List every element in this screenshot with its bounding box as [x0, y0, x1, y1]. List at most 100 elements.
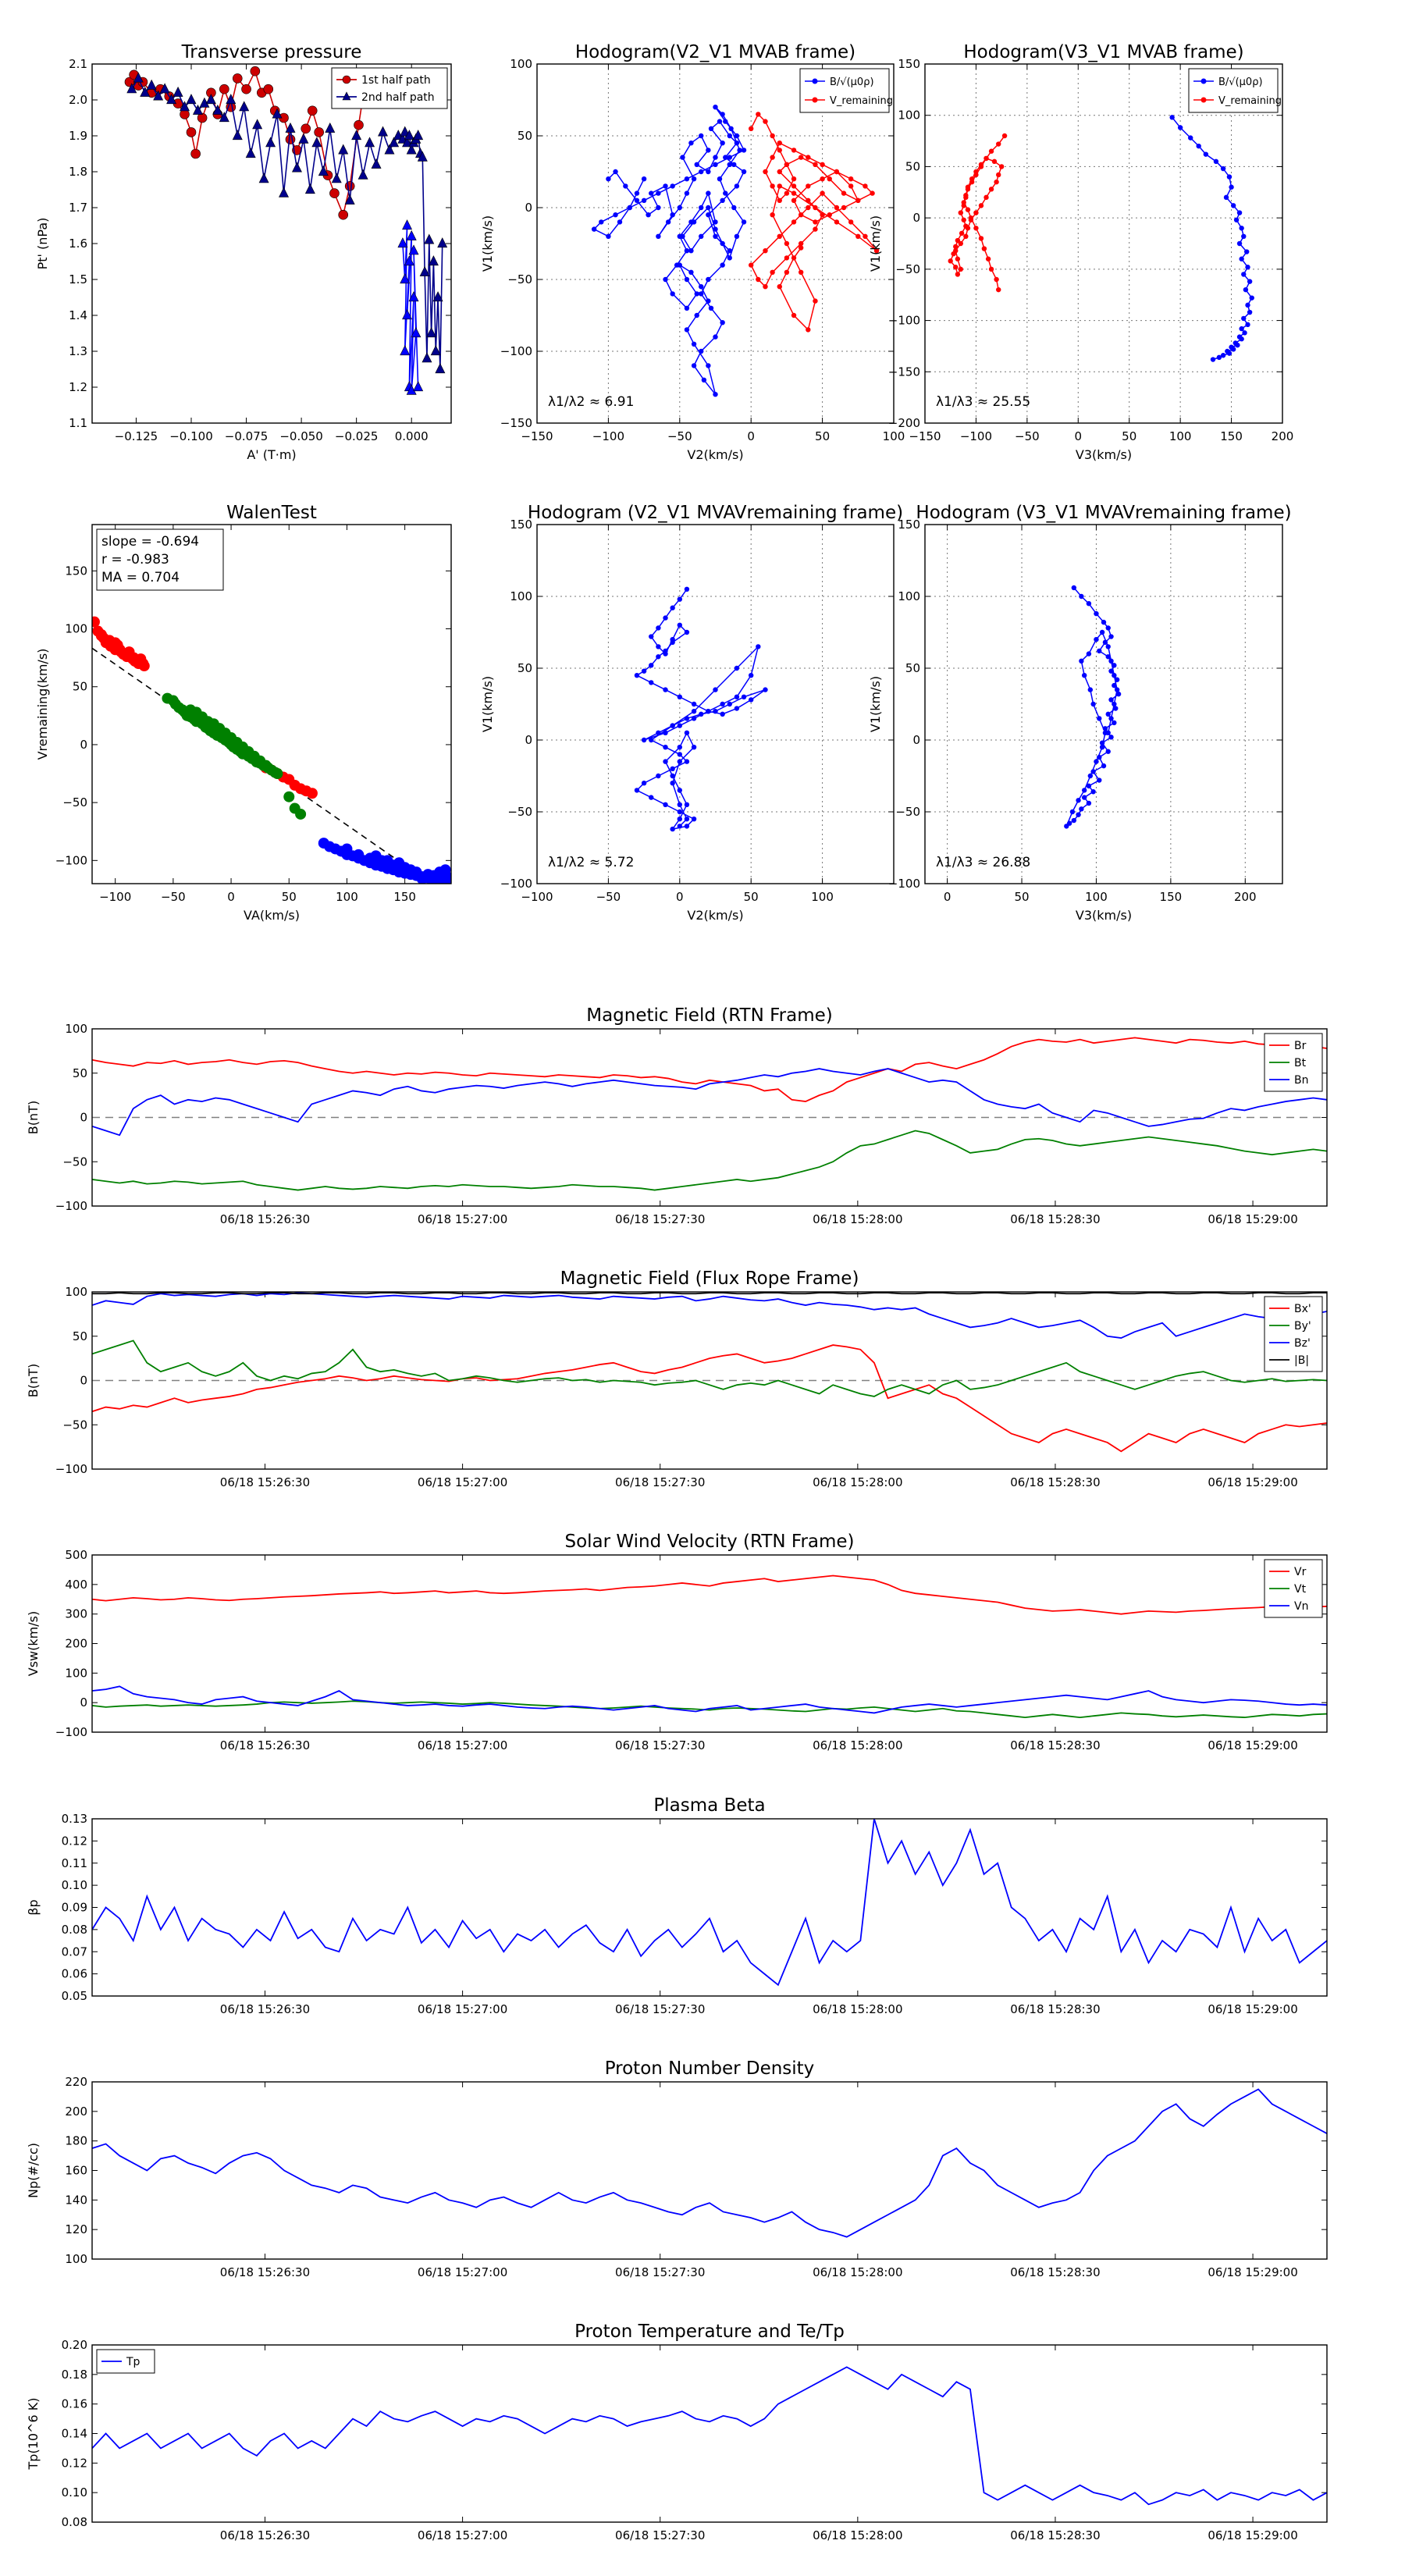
data-point	[239, 101, 250, 112]
data-point	[1097, 648, 1102, 654]
data-point	[428, 876, 439, 884]
data-point	[649, 634, 654, 639]
data-point	[813, 298, 818, 304]
data-point	[663, 730, 668, 735]
data-point	[426, 327, 437, 338]
data-point	[699, 348, 704, 354]
plot-frame	[91, 2081, 1328, 2260]
data-point	[708, 305, 714, 311]
data-point	[688, 248, 694, 254]
data-point	[791, 312, 797, 318]
data-point	[763, 284, 768, 290]
data-point	[763, 248, 768, 254]
data-point	[677, 723, 682, 728]
data-point	[994, 276, 999, 283]
x-tick-label: 06/18 15:29:00	[1208, 2265, 1297, 2279]
data-point	[641, 197, 647, 203]
y-tick-label: −50	[62, 1155, 87, 1169]
x-tick-label: 06/18 15:28:30	[1010, 2002, 1100, 2016]
y-tick-label: 50	[73, 1329, 87, 1343]
data-point	[670, 781, 675, 786]
plot-area	[92, 616, 451, 884]
data-point	[741, 219, 747, 225]
data-point	[713, 155, 718, 160]
data-point	[684, 176, 690, 182]
y-tick-label: 0	[80, 1111, 87, 1125]
plot-area	[92, 1292, 1327, 1453]
y-tick-label: 100	[65, 2252, 87, 2266]
x-tick-label: 100	[883, 429, 905, 443]
data-point	[848, 219, 854, 225]
data-point	[749, 673, 754, 678]
data-point	[734, 665, 740, 671]
data-point	[318, 165, 329, 176]
data-point	[953, 265, 959, 270]
y-axis-label: βp	[26, 1899, 41, 1915]
data-point	[784, 269, 790, 275]
data-point	[1076, 812, 1081, 817]
y-tick-label: 180	[65, 2134, 87, 2148]
chart-beta: Plasma Beta 0.05 0.06 0.07 0.08 0.09 0.10 0.11 0…	[26, 1795, 1328, 2016]
data-point	[186, 94, 197, 105]
plot-frame	[536, 63, 895, 424]
y-tick-label: 220	[65, 2075, 87, 2089]
x-tick-label: 06/18 15:27:00	[418, 2528, 507, 2542]
data-point	[1071, 817, 1077, 824]
data-point	[400, 345, 411, 356]
data-point	[591, 226, 597, 232]
y-tick-label: 50	[518, 661, 532, 675]
data-point	[680, 233, 685, 239]
data-point	[1247, 279, 1253, 284]
data-point	[402, 137, 413, 148]
y-tick-label: 150	[65, 564, 87, 578]
x-tick-label: 06/18 15:27:00	[418, 2002, 507, 2016]
y-tick-label: 0.14	[62, 2427, 87, 2441]
chart-tpp: Proton Temperature and Te/Tp 0.08 0.10 0.12…	[26, 2322, 1328, 2542]
data-point	[720, 711, 725, 717]
data-point	[870, 190, 875, 196]
data-point	[961, 217, 966, 222]
data-point	[713, 226, 718, 232]
y-tick-label: −50	[507, 805, 532, 819]
x-tick-label: 06/18 15:27:00	[418, 1212, 507, 1226]
x-tick-label: 06/18 15:28:30	[1010, 2265, 1100, 2279]
x-tick-label: 0	[747, 429, 755, 443]
chart-h2: Hodogram(V3_V1 MVAB frame) −150 −100 −50 0 50…	[868, 42, 1293, 462]
data-point	[1064, 824, 1069, 829]
y-axis-label: V1(km/s)	[868, 215, 883, 272]
data-point	[1081, 795, 1087, 800]
y-tick-label: 0.10	[62, 2485, 87, 2500]
data-point	[1079, 658, 1084, 664]
data-point	[994, 179, 999, 185]
data-point	[791, 190, 797, 196]
data-point	[699, 233, 704, 239]
data-point	[694, 312, 699, 318]
data-point	[706, 363, 711, 368]
data-point	[351, 130, 362, 141]
data-point	[734, 183, 740, 189]
y-tick-label: 0.16	[62, 2397, 87, 2411]
x-tick-label: 06/18 15:26:30	[220, 1212, 310, 1226]
data-point	[958, 210, 964, 215]
data-point	[820, 176, 825, 182]
legend-box	[331, 67, 448, 109]
data-point	[741, 694, 747, 699]
data-point	[756, 276, 761, 283]
data-point	[1076, 798, 1081, 803]
data-point	[791, 219, 797, 225]
data-point	[1090, 769, 1096, 774]
data-point	[749, 697, 754, 703]
y-tick-label: 0.09	[62, 1901, 87, 1915]
x-tick-label: 06/18 15:28:00	[813, 2002, 902, 2016]
plot-frame	[91, 1818, 1328, 1997]
data-point	[763, 687, 768, 692]
data-point	[973, 226, 979, 231]
data-point	[649, 190, 654, 196]
data-point	[806, 205, 811, 211]
data-point	[192, 104, 203, 115]
data-point	[408, 291, 419, 302]
data-point	[634, 673, 640, 678]
data-point	[694, 291, 699, 297]
legend-marker	[1200, 78, 1207, 84]
